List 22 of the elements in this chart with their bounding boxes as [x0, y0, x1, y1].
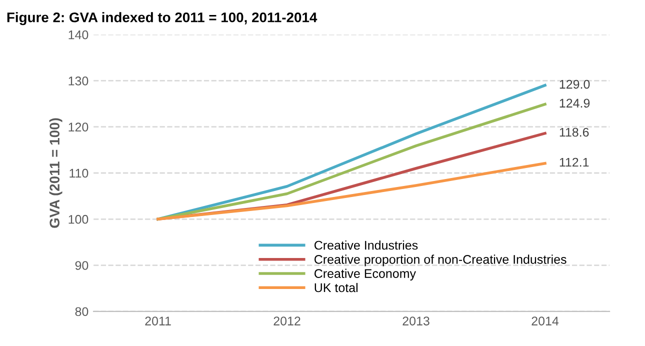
chart-title: Figure 2: GVA indexed to 2011 = 100, 2011-2014 [7, 12, 318, 26]
y-tick-label: 90 [75, 261, 88, 270]
y-tick-label: 140 [68, 30, 88, 40]
y-tick-label: 100 [68, 214, 88, 224]
x-tick-label: 2011 [145, 316, 171, 326]
data-label: 112.1 [560, 158, 589, 167]
legend-label: Creative Economy [314, 268, 416, 280]
legend-label: Creative proportion of non-Creative Industries [314, 254, 566, 266]
legend-label: UK total [314, 282, 358, 292]
data-label: 124.9 [560, 98, 590, 108]
x-tick-label: 2014 [532, 316, 559, 326]
y-tick-label: 130 [68, 76, 88, 86]
y-tick-label: 110 [70, 168, 88, 178]
y-axis-title: GVA (2011 = 100) [49, 118, 62, 228]
y-tick-label: 120 [68, 122, 88, 132]
line-series [156, 162, 546, 221]
data-label: 118.6 [560, 128, 589, 137]
x-tick-label: 2013 [402, 316, 430, 326]
legend-label: Creative Industries [314, 240, 418, 250]
y-tick-label: 80 [75, 307, 88, 316]
x-tick-label: 2012 [274, 316, 300, 326]
data-label: 129.0 [560, 80, 590, 89]
